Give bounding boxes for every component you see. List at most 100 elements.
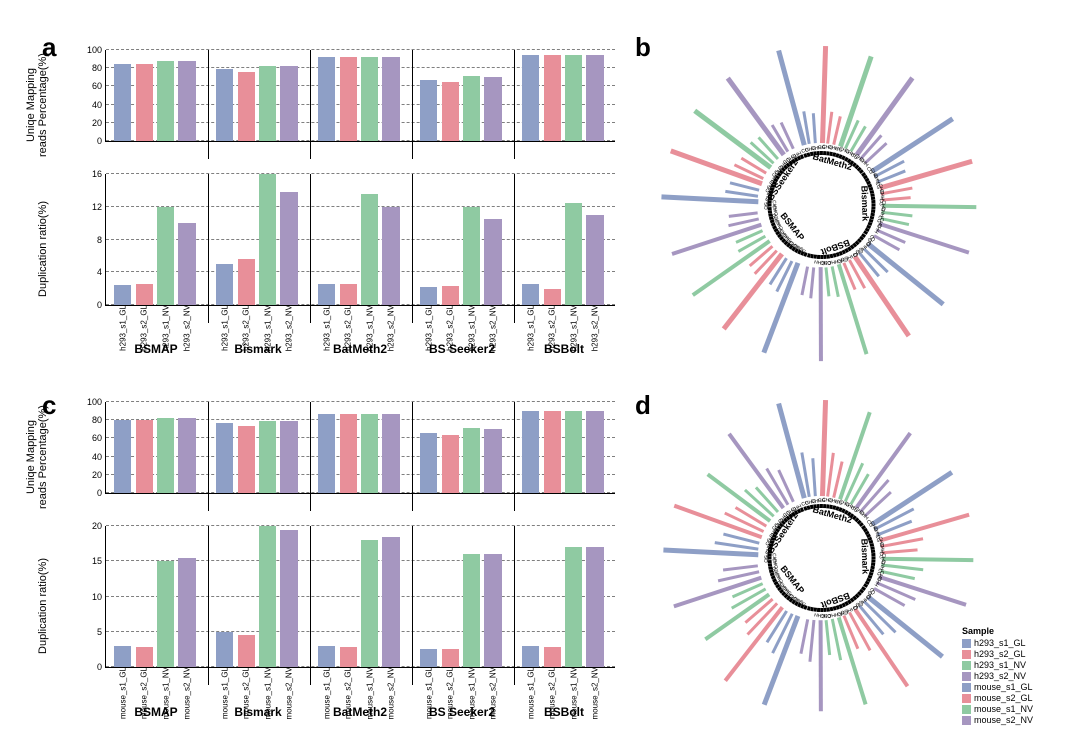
bar [280,421,297,493]
tool-label: BSMAP [105,342,207,356]
plot-area: 05101520mouse_s1_GLmouse_s2_GLmouse_s1_N… [105,526,615,668]
bar [484,77,501,141]
legend-label: h293_s1_NV [974,660,1026,671]
tool-label: BatMeth2 [309,342,411,356]
radial-bar [825,267,831,297]
radial-bar [776,403,806,499]
bar [216,69,233,141]
bar [361,414,378,493]
context-tick: CHH [808,257,820,265]
bar [280,192,297,305]
context-tick: CHH [808,610,820,618]
y-tick: 0 [97,300,106,310]
bar [565,203,582,305]
y-tick: 20 [92,118,106,128]
bar [382,207,399,305]
group-separator [514,526,515,685]
sector-label: BatMeth2 [831,157,834,167]
radial-bar [809,267,815,299]
bar [565,411,582,493]
group-separator [208,402,209,511]
radial-bar [812,113,817,144]
bar [420,80,437,141]
radial-bar [729,211,759,218]
bar [178,61,195,141]
y-tick: 4 [97,267,106,277]
tool-label: BS Seeker2 [411,705,513,719]
bar [216,632,233,667]
circular-plot: BSMAPCGCHGCHHCGCHGCHHCGCHGCHHCGCHGCHHBSS… [660,398,980,718]
radial-bar [882,557,973,563]
bar [340,647,357,667]
group-separator [514,50,515,159]
group-separator [208,526,209,685]
bar [442,286,459,305]
y-tick: 10 [92,592,106,602]
radial-bar [882,204,976,210]
tool-label: BSBolt [513,342,615,356]
bar-chart: 020406080100Uniqe Mapping reads Percenta… [45,402,625,512]
radial-bar [820,46,828,143]
tool-label: BS Seeker2 [411,342,513,356]
legend-label: h293_s2_NV [974,671,1026,682]
bar [484,219,501,305]
context-tick: CHH [771,205,778,216]
context-tick: CHH [771,558,778,569]
bar [382,537,399,667]
bar [136,420,153,493]
bar [361,540,378,667]
bar [157,207,174,305]
legend-label: mouse_s2_GL [974,693,1033,704]
radial-bar [778,469,796,502]
y-tick: 60 [92,433,106,443]
sector-label: BSMAP [788,223,796,229]
radial-bar [836,264,868,355]
circular-plot: BSMAPCGCHGCHHCGCHGCHHCGCHGCHHCGCHGCHHBSS… [660,45,980,365]
bar [238,72,255,141]
bar [361,194,378,305]
group-separator [412,50,413,159]
group-separator [412,402,413,511]
radial-bar [838,411,872,500]
radial-bar [818,267,823,361]
bar [340,284,357,305]
radial-bar [663,548,758,557]
bar [463,76,480,141]
radial-bar [818,620,823,711]
group-separator [310,50,311,159]
radial-bar [673,503,762,539]
bar [318,284,335,305]
bar [544,289,561,305]
tool-label: BatMeth2 [309,705,411,719]
tool-label: BSBolt [513,705,615,719]
radial-bar [671,222,762,256]
bar [157,561,174,667]
bar [586,411,603,493]
group-separator [310,526,311,685]
bar [382,57,399,141]
bar [586,215,603,305]
radial-bar [825,620,832,655]
y-axis-label: Uniqe Mapping reads Percentage(%) [25,405,49,509]
sector-label: BSSeeker2 [779,177,787,183]
bar [382,414,399,493]
panel-tag-d: d [635,390,651,421]
legend-label: mouse_s1_GL [974,682,1033,693]
plot-area: 020406080100 [105,50,615,142]
legend-label: mouse_s2_NV [974,715,1033,726]
y-tick: 5 [97,627,106,637]
legend-label: mouse_s1_NV [974,704,1033,715]
bar [114,285,131,305]
figure-root: { "dims": {"w":1080,"h":735}, "panel_tag… [0,0,1080,735]
radial-bar [808,620,815,662]
radial-bar [882,548,918,554]
bar [136,64,153,141]
y-tick: 40 [92,100,106,110]
y-axis-label: Duplication ratio(%) [37,201,49,297]
bar [361,57,378,141]
bar [442,435,459,493]
sector-label: BSBolt [834,243,837,252]
bar [522,646,539,667]
bar [340,57,357,141]
bar [318,57,335,141]
